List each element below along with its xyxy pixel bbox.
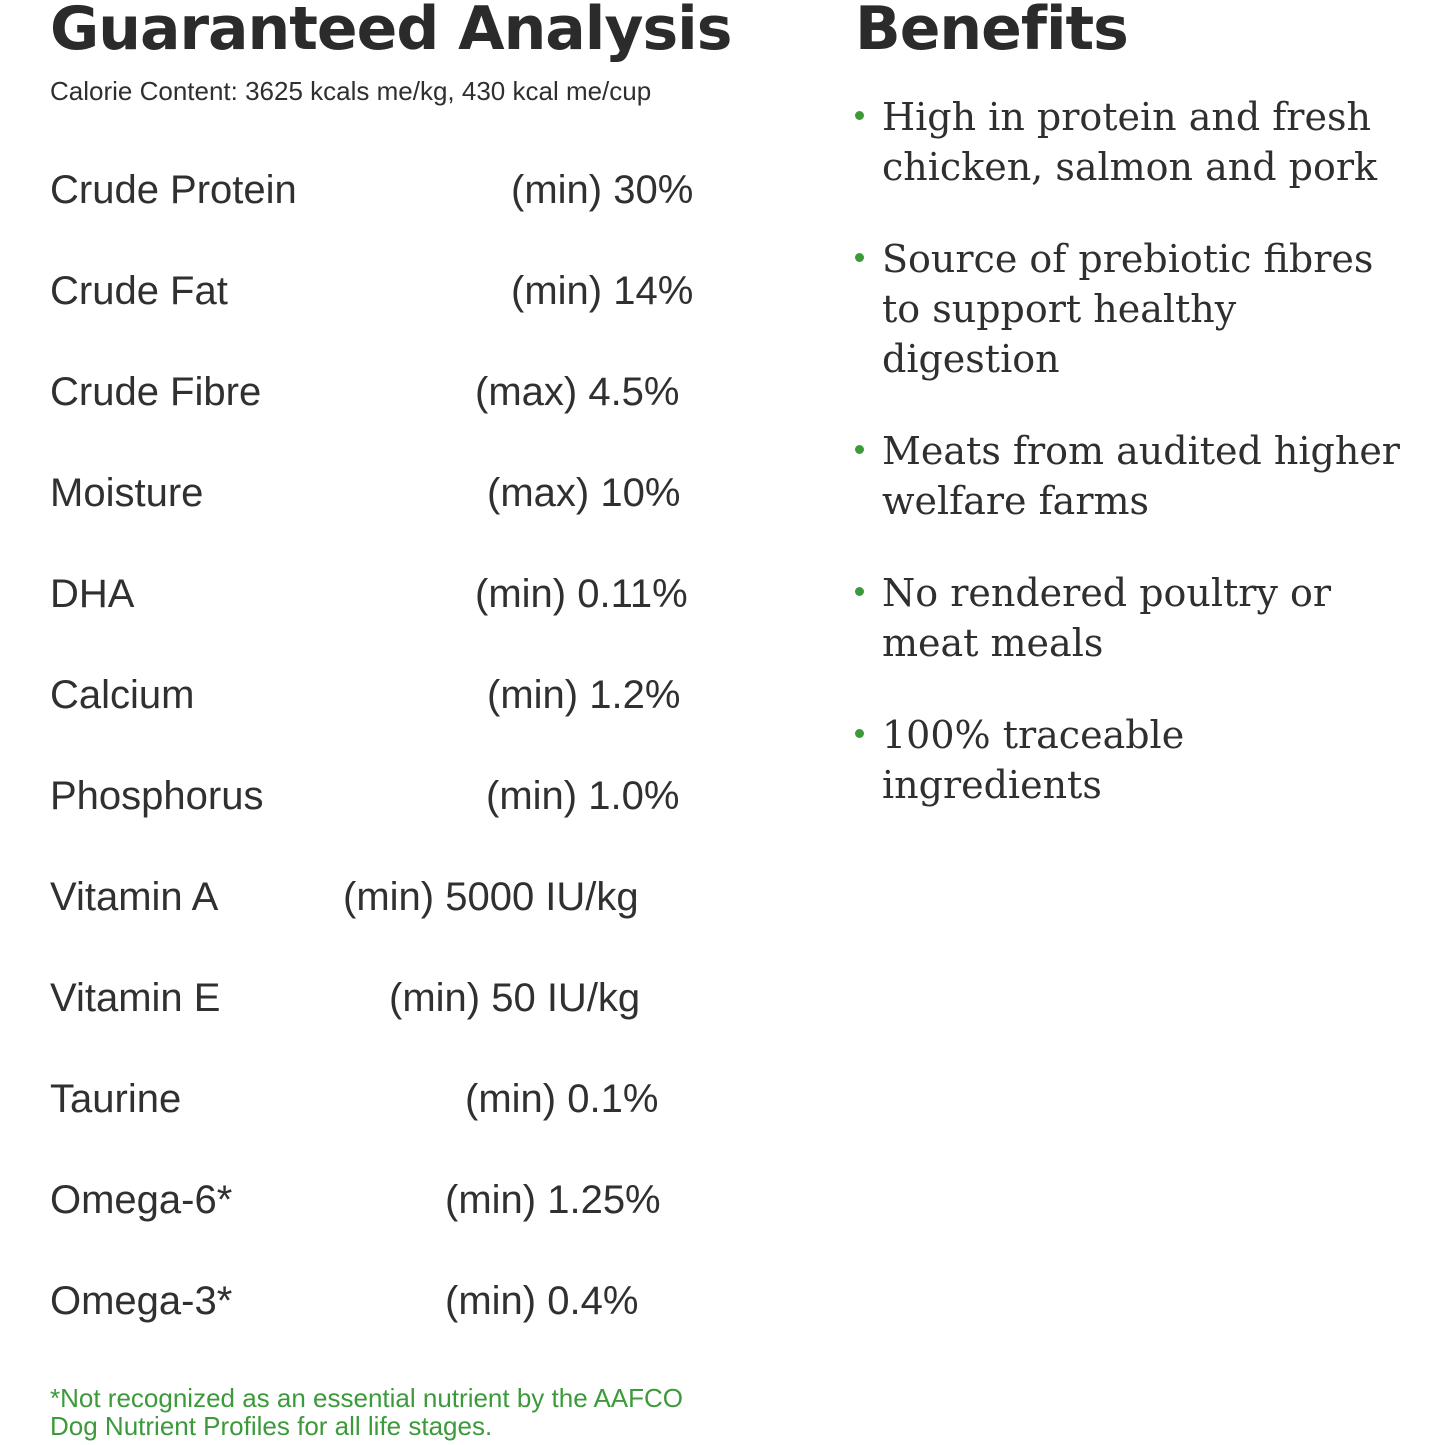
nutrient-name: Vitamin A	[50, 875, 219, 919]
benefit-text: Meats from audited higher welfare farms	[882, 429, 1400, 523]
nutrient-name: Crude Protein	[50, 168, 297, 212]
benefits-title: Benefits	[855, 0, 1129, 64]
benefit-text: Source of prebiotic fibres to support he…	[882, 237, 1374, 381]
nutrient-value: (min) 1.2%	[487, 673, 681, 717]
nutrient-row-omega-3: Omega-3* (min) 0.4%	[50, 1279, 750, 1380]
bullet-dot-icon	[855, 445, 864, 454]
nutrient-name: Omega-3*	[50, 1279, 233, 1323]
nutrient-value: (min) 30%	[511, 168, 694, 212]
nutrient-row-taurine: Taurine (min) 0.1%	[50, 1077, 750, 1178]
nutrient-row-calcium: Calcium (min) 1.2%	[50, 673, 750, 774]
nutrient-value: (min) 14%	[511, 269, 694, 313]
nutrient-value: (max) 10%	[487, 471, 681, 515]
nutrient-row-vitamin-a: Vitamin A (min) 5000 IU/kg	[50, 875, 750, 976]
nutrient-value: (min) 0.11%	[475, 572, 688, 616]
bullet-dot-icon	[855, 729, 864, 738]
nutrient-name: Crude Fibre	[50, 370, 262, 414]
benefits-list: High in protein and fresh chicken, salmo…	[855, 92, 1415, 852]
nutrient-value: (min) 1.0%	[486, 774, 680, 818]
bullet-dot-icon	[855, 587, 864, 596]
footnote: *Not recognized as an essential nutrient…	[50, 1383, 684, 1441]
nutrient-value: (min) 5000 IU/kg	[343, 875, 639, 919]
nutrient-row-phosphorus: Phosphorus (min) 1.0%	[50, 774, 750, 875]
nutrient-value: (min) 0.4%	[445, 1279, 639, 1323]
nutrient-row-crude-protein: Crude Protein (min) 30%	[50, 168, 750, 269]
bullet-dot-icon	[855, 111, 864, 120]
bullet-dot-icon	[855, 253, 864, 262]
nutrient-name: DHA	[50, 572, 135, 616]
calorie-content: Calorie Content: 3625 kcals me/kg, 430 k…	[50, 76, 652, 106]
nutrient-value: (max) 4.5%	[475, 370, 680, 414]
benefit-text: No rendered poultry or meat meals	[882, 571, 1332, 665]
nutrient-name: Vitamin E	[50, 976, 221, 1020]
benefit-text: 100% traceable ingredients	[882, 713, 1185, 807]
nutrient-table: Crude Protein (min) 30% Crude Fat (min) …	[50, 168, 750, 1380]
nutrient-name: Crude Fat	[50, 269, 228, 313]
nutrient-name: Moisture	[50, 471, 204, 515]
benefit-item: Meats from audited higher welfare farms	[855, 426, 1415, 526]
benefit-item: No rendered poultry or meat meals	[855, 568, 1415, 668]
benefit-item: High in protein and fresh chicken, salmo…	[855, 92, 1415, 192]
nutrient-value: (min) 50 IU/kg	[389, 976, 641, 1020]
nutrient-name: Taurine	[50, 1077, 182, 1121]
nutrient-value: (min) 1.25%	[445, 1178, 661, 1222]
benefit-text: High in protein and fresh chicken, salmo…	[882, 95, 1378, 189]
benefit-item: 100% traceable ingredients	[855, 710, 1415, 810]
nutrient-name: Calcium	[50, 673, 195, 717]
guaranteed-analysis-title: Guaranteed Analysis	[50, 0, 732, 64]
nutrient-row-omega-6: Omega-6* (min) 1.25%	[50, 1178, 750, 1279]
nutrient-row-vitamin-e: Vitamin E (min) 50 IU/kg	[50, 976, 750, 1077]
nutrient-value: (min) 0.1%	[465, 1077, 659, 1121]
nutrient-name: Phosphorus	[50, 774, 264, 818]
nutrient-row-crude-fat: Crude Fat (min) 14%	[50, 269, 750, 370]
nutrient-name: Omega-6*	[50, 1178, 233, 1222]
nutrient-row-crude-fibre: Crude Fibre (max) 4.5%	[50, 370, 750, 471]
nutrient-row-dha: DHA (min) 0.11%	[50, 572, 750, 673]
benefit-item: Source of prebiotic fibres to support he…	[855, 234, 1415, 384]
nutrient-row-moisture: Moisture (max) 10%	[50, 471, 750, 572]
